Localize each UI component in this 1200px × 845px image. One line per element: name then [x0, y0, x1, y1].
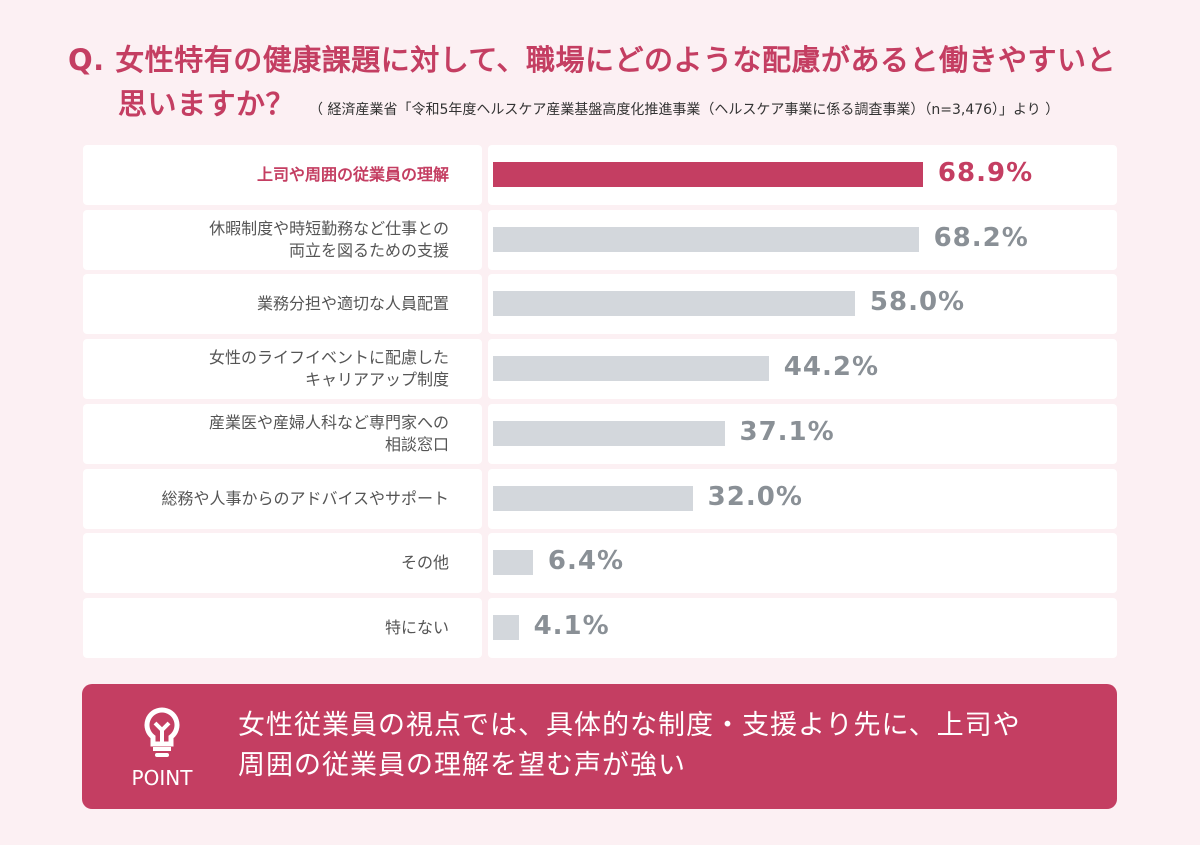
- lightbulb-icon: [140, 706, 184, 764]
- value-label: 58.0%: [869, 287, 966, 318]
- bar: [493, 226, 919, 252]
- bar-row-background: [488, 597, 1117, 658]
- bar: [493, 614, 519, 640]
- value-label: 4.1%: [533, 610, 610, 641]
- bar: [493, 291, 855, 317]
- bar: [493, 550, 533, 576]
- value-label: 37.1%: [739, 416, 835, 447]
- category-label: 女性のライフイベントに配慮した キャリアアップ制度: [83, 339, 482, 400]
- category-label: 休暇制度や時短勤務など仕事との 両立を図るための支援: [83, 209, 482, 270]
- bar: [493, 162, 923, 187]
- bar: [493, 420, 725, 446]
- category-label: 業務分担や適切な人員配置: [83, 274, 482, 335]
- value-label: 68.2%: [933, 222, 1029, 253]
- chart-title: Q. 女性特有の健康課題に対して、職場にどのような配慮があると働きやすいと 思い…: [68, 38, 1116, 132]
- value-label: 44.2%: [783, 352, 879, 383]
- category-label: 上司や周囲の従業員の理解: [83, 145, 482, 205]
- category-label: 特にない: [83, 597, 482, 658]
- category-label: 産業医や産婦人科など専門家への 相談窓口: [83, 403, 482, 464]
- category-label: その他: [83, 533, 482, 594]
- point-label: POINT: [131, 766, 193, 790]
- value-label: 6.4%: [547, 546, 625, 577]
- value-label: 68.9%: [937, 158, 1034, 188]
- title-line-2: 思いますか？: [118, 87, 296, 121]
- title-line-1: Q. 女性特有の健康課題に対して、職場にどのような配慮があると働きやすいと: [68, 43, 1116, 77]
- value-label: 32.0%: [707, 481, 803, 512]
- point-text-line-1: 女性従業員の視点では、具体的な制度・支援より先に、上司や: [238, 710, 1021, 741]
- category-label: 総務や人事からのアドバイスやサポート: [83, 468, 482, 529]
- point-box: POINT 女性従業員の視点では、具体的な制度・支援より先に、上司や 周囲の従業…: [82, 684, 1117, 809]
- bar: [493, 356, 769, 382]
- source-note: （ 経済産業省「令和5年度ヘルスケア産業基盤高度化推進事業（ヘルスケア事業に係る…: [309, 102, 1060, 118]
- point-text-line-2: 周囲の従業員の理解を望む声が強い: [238, 750, 686, 781]
- bar: [493, 485, 693, 511]
- bar-row-background: [488, 533, 1117, 594]
